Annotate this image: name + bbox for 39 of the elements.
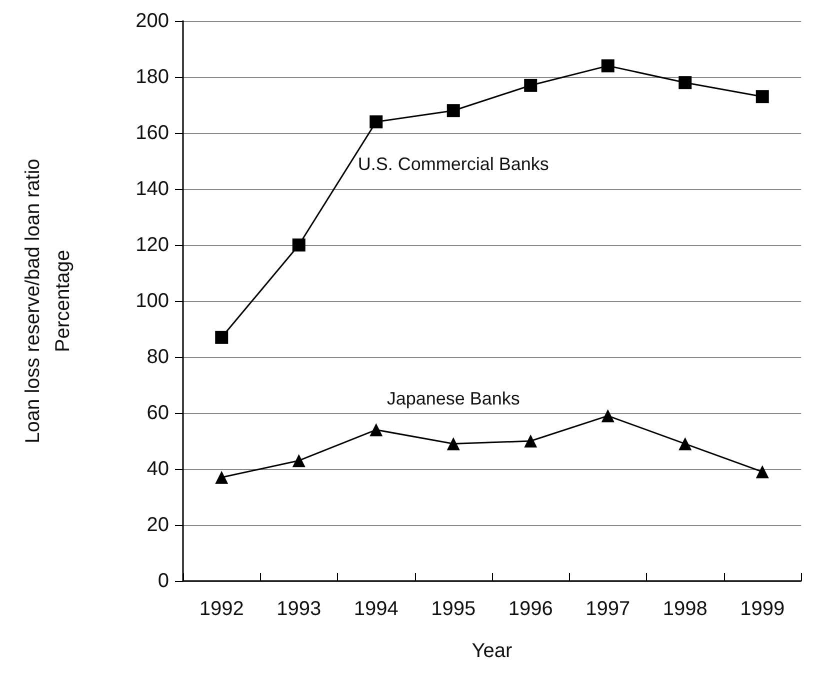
y-tick-label: 100 bbox=[136, 290, 169, 312]
y-axis-title: Loan loss reserve/bad loan ratio Percentage bbox=[22, 158, 74, 444]
x-tick-label: 1993 bbox=[276, 598, 322, 620]
point bbox=[601, 409, 614, 422]
point bbox=[524, 78, 538, 92]
point bbox=[601, 59, 614, 72]
point bbox=[370, 115, 383, 128]
series-label: U.S. Commercial Banks bbox=[358, 154, 549, 174]
point bbox=[524, 434, 538, 448]
x-tick-label: 1994 bbox=[354, 598, 398, 620]
x-tick-label: 1999 bbox=[740, 598, 785, 620]
point bbox=[446, 437, 460, 450]
point bbox=[678, 76, 692, 90]
point bbox=[215, 330, 228, 344]
y-tick-label: 200 bbox=[136, 10, 169, 32]
y-tick-label: 120 bbox=[136, 234, 169, 256]
point bbox=[678, 437, 692, 450]
x-tick-label: 1997 bbox=[586, 598, 630, 620]
y-tick-label: 160 bbox=[136, 122, 169, 144]
x-tick-label: 1998 bbox=[662, 598, 708, 620]
series-label: Japanese Banks bbox=[386, 388, 520, 408]
point bbox=[756, 465, 769, 478]
point bbox=[370, 423, 383, 436]
x-tick-label: 1996 bbox=[508, 598, 553, 620]
y-tick-label: 140 bbox=[136, 178, 169, 200]
point bbox=[292, 454, 306, 468]
y-tick-label: 180 bbox=[136, 66, 169, 88]
x-tick-label: 1995 bbox=[431, 598, 476, 620]
point bbox=[215, 470, 228, 484]
y-tick-label: 40 bbox=[146, 458, 169, 480]
y-tick-label: 60 bbox=[146, 402, 169, 424]
y-tick-label: 20 bbox=[146, 514, 169, 536]
y-tick-label: 0 bbox=[158, 570, 169, 592]
point bbox=[292, 238, 306, 252]
point bbox=[446, 104, 460, 118]
point bbox=[756, 90, 769, 104]
y-tick-label: 80 bbox=[146, 346, 169, 368]
x-axis-title: Year bbox=[472, 640, 513, 662]
x-tick-label: 1992 bbox=[199, 598, 244, 620]
